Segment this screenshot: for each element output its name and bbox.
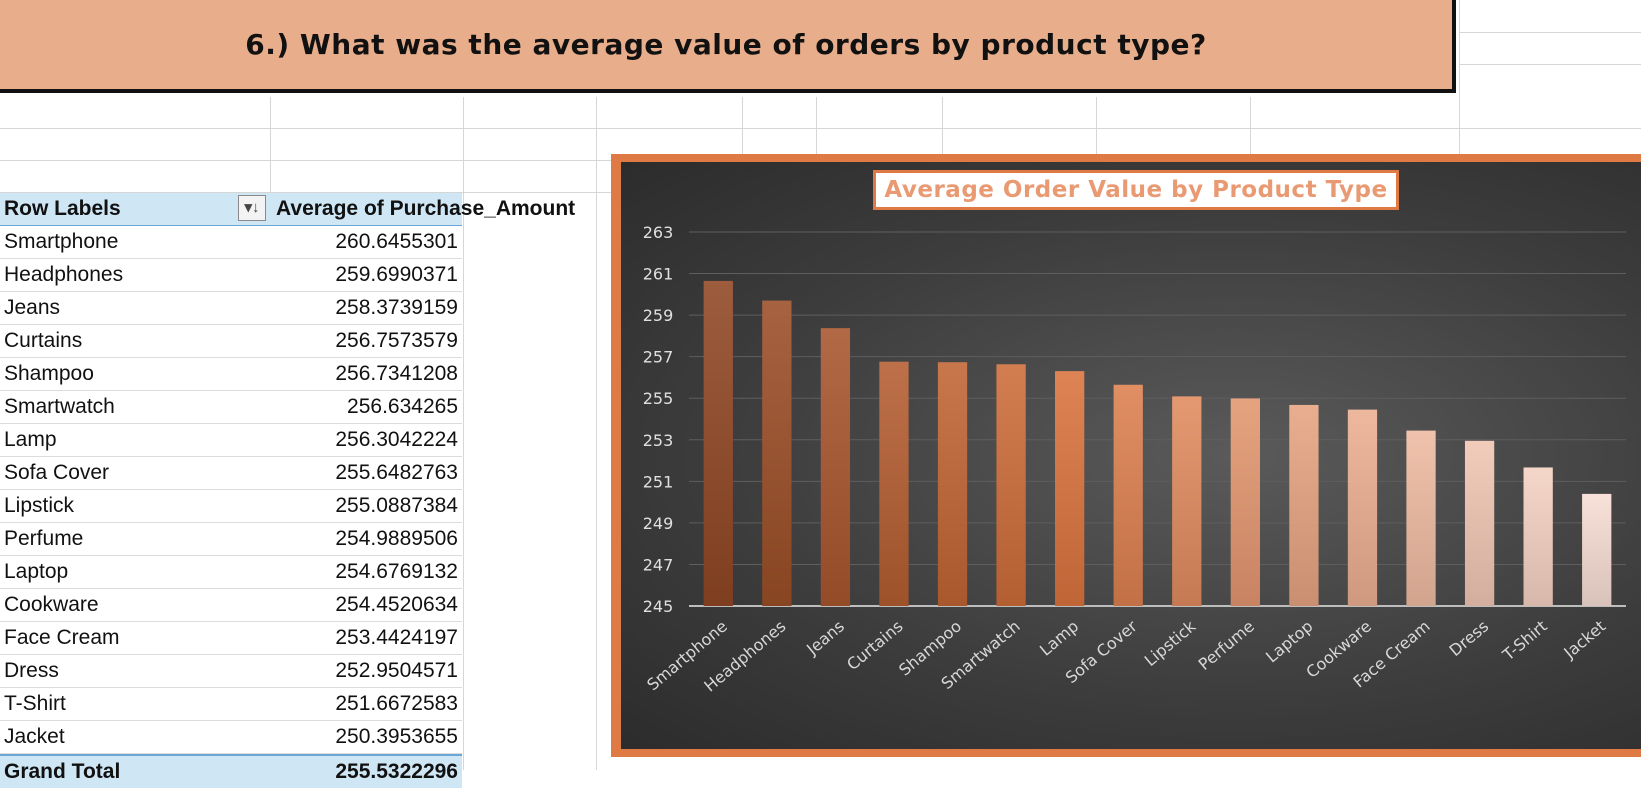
- row-label: Curtains: [4, 329, 83, 352]
- table-row[interactable]: Smartwatch 256.634265: [0, 391, 462, 424]
- table-row[interactable]: Smartphone 260.6455301: [0, 226, 462, 259]
- y-tick-label: 259: [643, 306, 674, 325]
- row-value: 259.6990371: [335, 263, 458, 286]
- x-tick-label: Perfume: [1195, 617, 1258, 674]
- y-tick-label: 251: [643, 472, 674, 491]
- pivot-table[interactable]: Row Labels ▾↓ Average of Purchase_Amount…: [0, 193, 575, 788]
- bar-laptop[interactable]: [1289, 404, 1319, 606]
- value-header[interactable]: Average of Purchase_Amount: [276, 197, 576, 220]
- sort-filter-icon[interactable]: ▾↓: [238, 195, 266, 221]
- row-label: Perfume: [4, 527, 84, 550]
- row-value: 256.3042224: [335, 428, 458, 451]
- bar-sofa-cover[interactable]: [1113, 384, 1143, 606]
- x-tick-label: T-Shirt: [1498, 617, 1551, 665]
- x-tick-label: Laptop: [1262, 617, 1316, 667]
- table-row[interactable]: Sofa Cover 255.6482763: [0, 457, 462, 490]
- row-label: Jacket: [4, 725, 65, 748]
- table-row[interactable]: Perfume 254.9889506: [0, 523, 462, 556]
- x-tick-label: Jacket: [1559, 617, 1609, 663]
- y-tick-label: 247: [643, 555, 674, 574]
- bar-smartphone[interactable]: [703, 280, 733, 606]
- row-label: Smartphone: [4, 230, 119, 253]
- bar-dress[interactable]: [1464, 440, 1495, 606]
- row-label: Lipstick: [4, 494, 75, 517]
- row-value: 250.3953655: [335, 725, 458, 748]
- row-label: Sofa Cover: [4, 461, 110, 484]
- bar-curtains[interactable]: [879, 361, 909, 606]
- y-tick-label: 261: [643, 265, 674, 284]
- bar-perfume[interactable]: [1230, 398, 1260, 606]
- row-label: Cookware: [4, 593, 99, 616]
- row-label: Smartwatch: [4, 395, 115, 418]
- x-tick-label: Lamp: [1036, 617, 1082, 660]
- row-label: Face Cream: [4, 626, 120, 649]
- chart-plot-background: Average Order Value by Product Type 263 2…: [621, 162, 1641, 749]
- row-label: Laptop: [4, 560, 69, 583]
- table-row[interactable]: Jeans 258.3739159: [0, 292, 462, 325]
- row-value: 254.4520634: [335, 593, 458, 616]
- table-row[interactable]: Jacket 250.3953655: [0, 721, 462, 754]
- table-row[interactable]: Shampoo 256.7341208: [0, 358, 462, 391]
- grand-total-value: 255.5322296: [335, 760, 458, 783]
- row-labels-header[interactable]: Row Labels: [4, 197, 121, 220]
- bar-chart: 263261259257255253251249247245Smartphone…: [643, 223, 1626, 696]
- row-value: 258.3739159: [335, 296, 458, 319]
- x-tick-label: Dress: [1445, 617, 1492, 661]
- pivot-rows: Smartphone 260.6455301 Headphones 259.69903…: [0, 226, 462, 754]
- chart-container[interactable]: Average Order Value by Product Type 263 2…: [611, 154, 1641, 757]
- row-value: 252.9504571: [335, 659, 458, 682]
- row-label: Lamp: [4, 428, 57, 451]
- row-label: Dress: [4, 659, 59, 682]
- row-value: 260.6455301: [335, 230, 458, 253]
- x-tick-label: Lipstick: [1141, 616, 1200, 670]
- bar-shampoo[interactable]: [937, 362, 968, 606]
- row-value: 251.6672583: [335, 692, 458, 715]
- chart-title: Average Order Value by Product Type: [884, 177, 1388, 203]
- table-row[interactable]: Face Cream 253.4424197: [0, 622, 462, 655]
- table-row[interactable]: Headphones 259.6990371: [0, 259, 462, 292]
- row-value: 254.9889506: [335, 527, 458, 550]
- row-value: 254.6769132: [335, 560, 458, 583]
- row-value: 256.634265: [347, 395, 458, 418]
- bar-headphones[interactable]: [762, 300, 792, 606]
- table-row[interactable]: Lamp 256.3042224: [0, 424, 462, 457]
- row-label: T-Shirt: [4, 692, 66, 715]
- question-title: 6.) What was the average value of orders…: [245, 28, 1207, 61]
- bar-cookware[interactable]: [1347, 409, 1378, 606]
- row-label: Jeans: [4, 296, 61, 319]
- table-row[interactable]: T-Shirt 251.6672583: [0, 688, 462, 721]
- x-tick-label: Jeans: [802, 617, 848, 660]
- bar-jacket[interactable]: [1582, 493, 1612, 606]
- row-label: Shampoo: [4, 362, 94, 385]
- pivot-header-row: Row Labels ▾↓ Average of Purchase_Amount: [0, 193, 575, 226]
- row-value: 256.7341208: [335, 362, 458, 385]
- table-row[interactable]: Curtains 256.7573579: [0, 325, 462, 358]
- bar-lamp[interactable]: [1055, 371, 1085, 606]
- y-tick-label: 245: [643, 597, 674, 616]
- bar-lipstick[interactable]: [1172, 396, 1202, 606]
- table-row[interactable]: Cookware 254.4520634: [0, 589, 462, 622]
- grand-total-row: Grand Total 255.5322296: [0, 754, 462, 788]
- row-label: Headphones: [4, 263, 124, 286]
- y-tick-label: 257: [643, 348, 674, 367]
- table-row[interactable]: Dress 252.9504571: [0, 655, 462, 688]
- y-tick-label: 249: [643, 514, 674, 533]
- question-banner: 6.) What was the average value of orders…: [0, 0, 1456, 93]
- row-value: 255.6482763: [335, 461, 458, 484]
- row-value: 256.7573579: [335, 329, 458, 352]
- bar-smartwatch[interactable]: [996, 364, 1026, 606]
- grand-total-label: Grand Total: [4, 760, 121, 783]
- chart-title-box[interactable]: Average Order Value by Product Type: [873, 170, 1399, 210]
- row-value: 253.4424197: [335, 626, 458, 649]
- y-tick-label: 263: [643, 223, 674, 242]
- bar-t-shirt[interactable]: [1523, 467, 1553, 606]
- y-tick-label: 253: [643, 431, 674, 450]
- table-row[interactable]: Laptop 254.6769132: [0, 556, 462, 589]
- y-tick-label: 255: [643, 389, 674, 408]
- row-value: 255.0887384: [335, 494, 458, 517]
- bar-jeans[interactable]: [820, 328, 851, 606]
- table-row[interactable]: Lipstick 255.0887384: [0, 490, 462, 523]
- bar-face-cream[interactable]: [1406, 430, 1436, 606]
